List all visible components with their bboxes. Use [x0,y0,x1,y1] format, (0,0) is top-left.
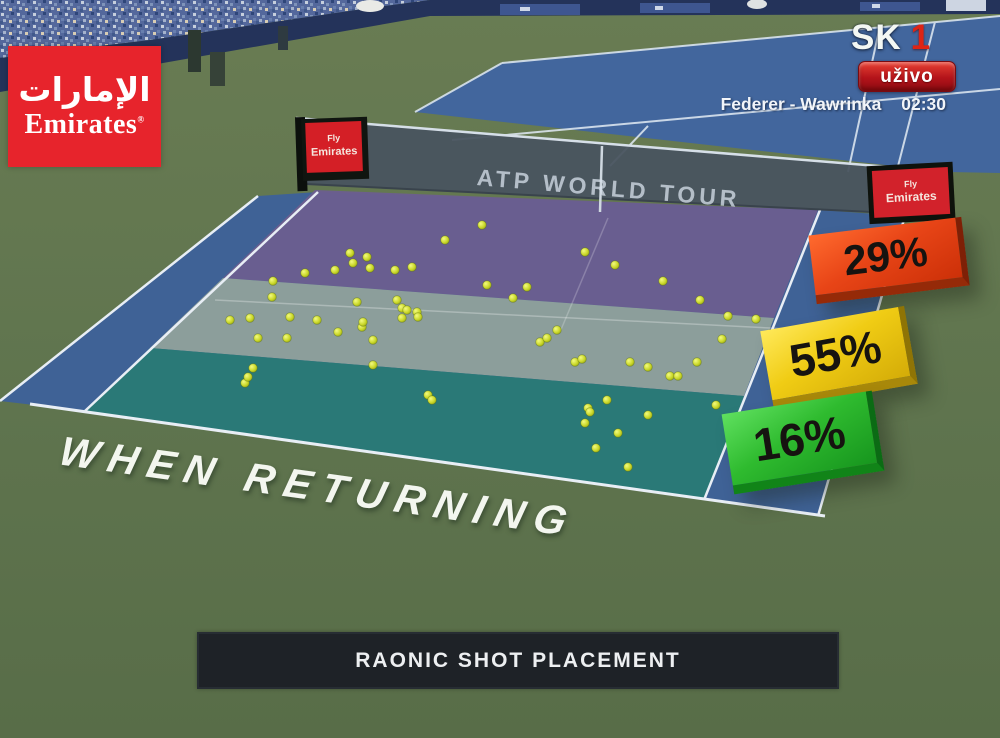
channel-logo-number: 1 [910,18,931,57]
shot-placement-dot [368,335,378,345]
shot-placement-dot [580,247,590,257]
far-court [414,15,1000,173]
shot-placement-dot [362,252,372,262]
shot-placement-dot [268,276,278,286]
shot-placement-dot [248,363,258,373]
emirates-wordmark: Emirates® [24,108,145,140]
shot-placement-dot [602,395,612,405]
center-service-line-faint [559,217,609,333]
shot-placement-dot [552,325,562,335]
court-furniture [188,0,767,86]
shot-placement-dot [392,295,402,305]
live-badge-label: uživo [880,65,934,87]
shot-placement-dot [643,362,653,372]
net-banner-right-emirates: Emirates [886,189,938,206]
left-doubles-alley [0,192,318,411]
shot-placement-dot [330,265,340,275]
shot-placement-dot [300,268,310,278]
shot-placement-dot [402,305,412,315]
emirates-sponsor-logo: الإمارات Emirates® [8,46,161,167]
shot-placement-dot [358,317,368,327]
shot-placement-dot [623,462,633,472]
shot-placement-dot [723,311,733,321]
shot-placement-dot [243,372,253,382]
net-banner-left-fly: Fly [327,133,340,143]
shot-placement-dot [613,428,623,438]
shot-placement-dot [407,262,417,272]
shot-placement-dot [508,293,518,303]
net-banner-right: Fly Emirates [866,161,956,225]
emirates-arabic-calligraphy: الإمارات [18,69,151,109]
shot-placement-dot [285,312,295,322]
shot-placement-dot [711,400,721,410]
shot-placement-dot [535,337,545,347]
shot-placement-dot [542,333,552,343]
shot-placement-dots [225,220,761,472]
stadium-wall-panels [500,0,986,15]
shot-placement-dot [477,220,487,230]
shot-placement-dot [673,371,683,381]
shot-placement-dot [345,248,355,258]
shot-placement-dot [625,357,635,367]
shot-placement-dot [245,313,255,323]
shot-placement-dot [413,312,423,322]
shot-placement-dot [368,360,378,370]
score-bug-time: 02:30 [901,94,946,114]
shot-placement-dot [580,418,590,428]
channel-logo: SK 1 [851,20,930,55]
shot-placement-dot [390,265,400,275]
registered-trademark: ® [137,114,145,125]
shot-placement-dot [692,357,702,367]
shot-placement-dot [282,333,292,343]
shot-placement-dot [522,282,532,292]
shot-placement-dot [717,334,727,344]
shot-placement-dot [352,297,362,307]
shot-placement-dot [482,280,492,290]
net: ATP WORLD TOUR [295,116,953,217]
shot-placement-dot [267,292,277,302]
shot-placement-dot [225,315,235,325]
stadium-crowd [0,0,430,58]
shot-placement-dot [751,314,761,324]
shot-placement-dot [585,407,595,417]
live-badge: uživo [858,61,956,92]
shot-placement-dot [577,354,587,364]
far-court-lines [414,15,1000,173]
shot-placement-dot [312,315,322,325]
shot-placement-dot [440,235,450,245]
zone-sign-deep-label: 29% [840,227,930,285]
zone-deep-29 [223,190,818,318]
zone-short-16 [85,348,744,499]
graphic-title-bar: RAONIC SHOT PLACEMENT [197,632,839,689]
shot-placement-dot [253,333,263,343]
shot-placement-dot [643,410,653,420]
net-cable [295,116,951,174]
zone-sign-middle-label: 55% [785,319,886,388]
shot-placement-dot [427,395,437,405]
channel-logo-sk: SK [851,18,902,57]
shot-placement-dot [348,258,358,268]
zone-middle-55 [150,278,774,396]
service-line-faint [214,299,791,330]
score-bug-players: Federer - Wawrinka [720,94,882,114]
shot-placement-dot [665,371,675,381]
shot-placement-dot [365,263,375,273]
shot-placement-dot [333,327,343,337]
net-center-strap [598,145,604,213]
shot-placement-dot [397,313,407,323]
shot-placement-dot [610,260,620,270]
graphic-title: RAONIC SHOT PLACEMENT [355,648,681,672]
zone-sign-short-label: 16% [749,405,849,472]
net-banner-left: Fly Emirates [294,116,370,192]
shot-placement-dot [695,295,705,305]
net-banner-right-fly: Fly [904,179,918,190]
shot-placement-dot [658,276,668,286]
net-banner-left-emirates: Emirates [311,145,358,159]
shot-placement-dot [591,443,601,453]
score-bug: Federer - Wawrinka 02:30 [721,94,946,115]
